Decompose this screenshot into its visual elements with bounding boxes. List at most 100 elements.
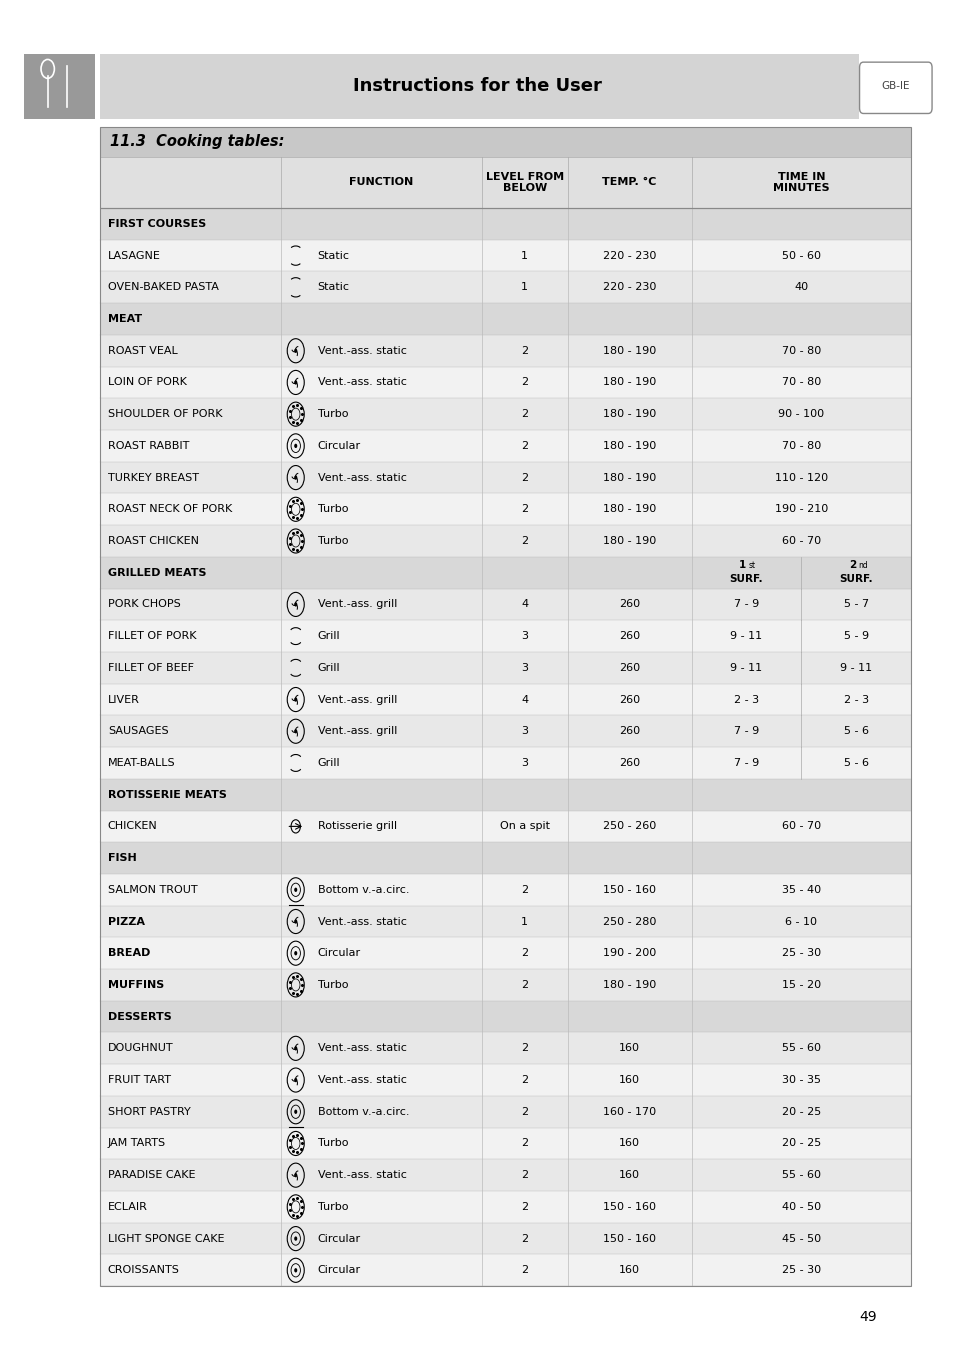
Text: FILLET OF PORK: FILLET OF PORK — [108, 631, 196, 642]
Text: Vent.-ass. grill: Vent.-ass. grill — [317, 694, 396, 704]
Text: 35 - 40: 35 - 40 — [781, 885, 821, 894]
Text: Vent.-ass. grill: Vent.-ass. grill — [317, 727, 396, 736]
Text: MEAT-BALLS: MEAT-BALLS — [108, 758, 175, 767]
Bar — [100, 874, 910, 905]
Bar — [100, 366, 910, 399]
Text: 150 - 160: 150 - 160 — [602, 1233, 656, 1243]
Text: 5 - 6: 5 - 6 — [842, 758, 868, 767]
Text: 70 - 80: 70 - 80 — [781, 346, 821, 355]
Text: 2: 2 — [520, 1139, 528, 1148]
Text: 220 - 230: 220 - 230 — [602, 282, 656, 292]
Text: JAM TARTS: JAM TARTS — [108, 1139, 166, 1148]
Text: 260: 260 — [618, 663, 639, 673]
Text: 2: 2 — [520, 885, 528, 894]
Bar — [100, 1159, 910, 1192]
Text: 160: 160 — [618, 1075, 639, 1085]
Text: 180 - 190: 180 - 190 — [602, 504, 656, 515]
Circle shape — [294, 380, 297, 385]
Text: SHORT PASTRY: SHORT PASTRY — [108, 1106, 191, 1117]
Text: 150 - 160: 150 - 160 — [602, 1202, 656, 1212]
Text: 3: 3 — [520, 631, 528, 642]
Text: Turbo: Turbo — [317, 1202, 348, 1212]
Bar — [100, 399, 910, 430]
Text: FILLET OF BEEF: FILLET OF BEEF — [108, 663, 193, 673]
Text: Vent.-ass. static: Vent.-ass. static — [317, 346, 406, 355]
Text: 2: 2 — [520, 1170, 528, 1181]
Text: FUNCTION: FUNCTION — [349, 177, 414, 188]
Circle shape — [294, 1046, 297, 1051]
Text: Vent.-ass. static: Vent.-ass. static — [317, 377, 406, 388]
Text: 1: 1 — [520, 282, 528, 292]
Circle shape — [294, 1269, 297, 1273]
Bar — [100, 127, 910, 157]
Text: 160: 160 — [618, 1170, 639, 1181]
Bar — [100, 239, 910, 272]
Text: Vent.-ass. static: Vent.-ass. static — [317, 473, 406, 482]
Text: 3: 3 — [520, 727, 528, 736]
Text: Turbo: Turbo — [317, 536, 348, 546]
Text: 7 - 9: 7 - 9 — [733, 727, 759, 736]
Text: 180 - 190: 180 - 190 — [602, 473, 656, 482]
Text: 4: 4 — [520, 600, 528, 609]
Bar — [100, 1001, 910, 1032]
Text: 55 - 60: 55 - 60 — [781, 1043, 820, 1054]
Text: 2: 2 — [520, 473, 528, 482]
Text: 160 - 170: 160 - 170 — [602, 1106, 656, 1117]
Text: 260: 260 — [618, 758, 639, 767]
Text: Grill: Grill — [317, 631, 340, 642]
Text: 40 - 50: 40 - 50 — [781, 1202, 821, 1212]
Text: Vent.-ass. static: Vent.-ass. static — [317, 916, 406, 927]
Bar — [100, 1128, 910, 1159]
Text: ROAST RABBIT: ROAST RABBIT — [108, 440, 189, 451]
Circle shape — [294, 476, 297, 480]
Text: 1: 1 — [739, 561, 745, 570]
Text: 3: 3 — [520, 758, 528, 767]
Text: 190 - 200: 190 - 200 — [602, 948, 656, 958]
Text: 2: 2 — [520, 504, 528, 515]
Text: FRUIT TART: FRUIT TART — [108, 1075, 171, 1085]
Bar — [100, 303, 910, 335]
Text: 190 - 210: 190 - 210 — [774, 504, 827, 515]
Bar — [100, 938, 910, 969]
Circle shape — [294, 603, 297, 607]
Text: SURF.: SURF. — [839, 574, 872, 584]
Text: 2: 2 — [520, 1043, 528, 1054]
Bar — [24, 54, 95, 119]
Text: 2: 2 — [520, 979, 528, 990]
Text: 180 - 190: 180 - 190 — [602, 346, 656, 355]
Text: PIZZA: PIZZA — [108, 916, 145, 927]
Text: Turbo: Turbo — [317, 1139, 348, 1148]
Text: SURF.: SURF. — [729, 574, 762, 584]
Text: Circular: Circular — [317, 1266, 360, 1275]
Text: ROTISSERIE MEATS: ROTISSERIE MEATS — [108, 790, 227, 800]
Text: 1: 1 — [520, 251, 528, 261]
Text: 2: 2 — [520, 1202, 528, 1212]
Circle shape — [294, 730, 297, 734]
Circle shape — [294, 919, 297, 924]
Bar — [100, 716, 910, 747]
Text: 9 - 11: 9 - 11 — [730, 663, 761, 673]
Bar — [100, 127, 910, 208]
Text: PORK CHOPS: PORK CHOPS — [108, 600, 180, 609]
Text: 2: 2 — [520, 1075, 528, 1085]
Text: 5 - 7: 5 - 7 — [842, 600, 868, 609]
Bar — [100, 1065, 910, 1096]
Text: GB-IE: GB-IE — [881, 81, 909, 92]
Text: MUFFINS: MUFFINS — [108, 979, 164, 990]
Text: 160: 160 — [618, 1139, 639, 1148]
Text: 260: 260 — [618, 694, 639, 704]
Text: 25 - 30: 25 - 30 — [781, 948, 821, 958]
Text: 2: 2 — [520, 1233, 528, 1243]
FancyBboxPatch shape — [859, 62, 931, 113]
Text: 4: 4 — [520, 694, 528, 704]
Text: GRILLED MEATS: GRILLED MEATS — [108, 567, 206, 578]
Circle shape — [294, 1078, 297, 1082]
Text: LIGHT SPONGE CAKE: LIGHT SPONGE CAKE — [108, 1233, 224, 1243]
Text: 250 - 260: 250 - 260 — [602, 821, 656, 831]
Text: 49: 49 — [859, 1310, 876, 1324]
Text: LOIN OF PORK: LOIN OF PORK — [108, 377, 187, 388]
Bar — [100, 54, 858, 119]
Text: 6 - 10: 6 - 10 — [784, 916, 817, 927]
Text: 180 - 190: 180 - 190 — [602, 536, 656, 546]
Text: OVEN-BAKED PASTA: OVEN-BAKED PASTA — [108, 282, 218, 292]
